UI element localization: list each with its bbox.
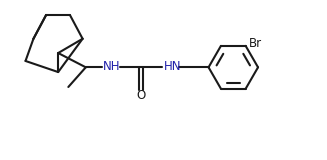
Text: Br: Br [249, 37, 262, 50]
Text: NH: NH [103, 60, 121, 73]
Text: O: O [137, 89, 146, 102]
Text: HN: HN [164, 60, 181, 73]
